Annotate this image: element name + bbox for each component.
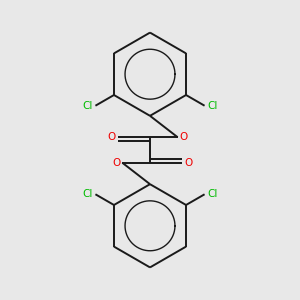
- Text: O: O: [179, 132, 188, 142]
- Text: Cl: Cl: [208, 189, 218, 199]
- Text: O: O: [112, 158, 121, 168]
- Text: O: O: [107, 132, 116, 142]
- Text: Cl: Cl: [82, 189, 92, 199]
- Text: Cl: Cl: [82, 101, 92, 111]
- Text: O: O: [184, 158, 193, 168]
- Text: Cl: Cl: [208, 101, 218, 111]
